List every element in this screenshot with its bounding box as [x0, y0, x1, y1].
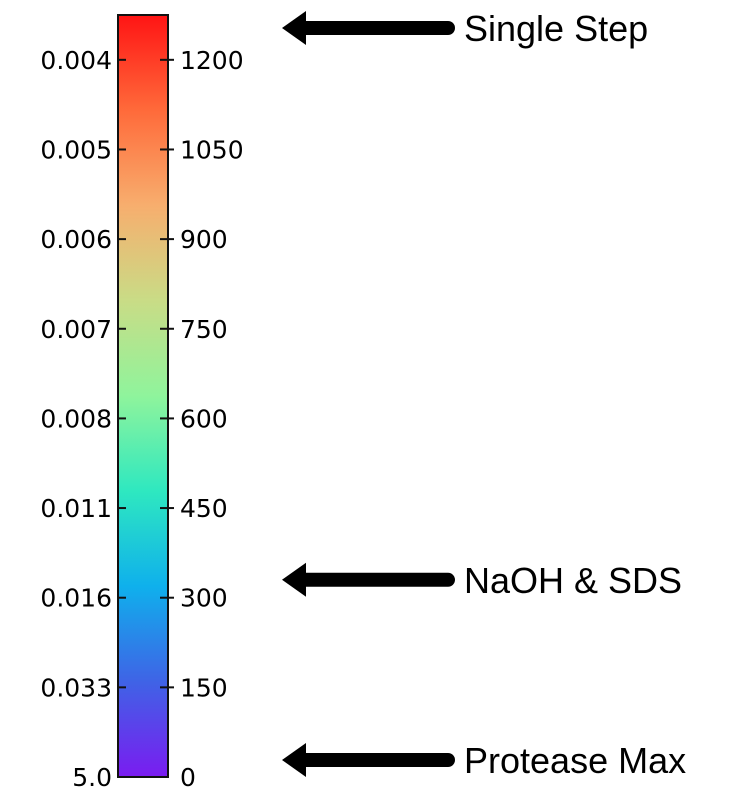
left-tick-label: 0.011 — [40, 494, 112, 523]
left-arrow-icon — [282, 562, 455, 597]
right-tick-label: 150 — [180, 673, 228, 702]
left-tick-label: 0.016 — [40, 584, 112, 613]
right-tick-label: 900 — [180, 225, 228, 254]
annotation-label: NaOH & SDS — [464, 560, 682, 601]
left-tick-label: 0.004 — [40, 46, 112, 75]
right-tick-label: 0 — [180, 763, 196, 790]
left-tick-label: 0.006 — [40, 225, 112, 254]
right-tick-label: 450 — [180, 494, 228, 523]
annotation-label: Protease Max — [464, 740, 686, 781]
annotation-label: Single Step — [464, 8, 648, 49]
right-tick-label: 1050 — [180, 135, 244, 164]
left-tick-label: 0.007 — [40, 315, 112, 344]
left-arrow-icon — [282, 11, 455, 45]
right-tick-label: 750 — [180, 315, 228, 344]
right-tick-label: 1200 — [180, 46, 244, 75]
colorbar-frame — [117, 14, 169, 778]
left-tick-label: 0.033 — [40, 673, 112, 702]
right-tick-labels: 0 150 300 450 600 750 900 1050 1200 — [160, 46, 244, 790]
left-tick-label: 0.008 — [40, 404, 112, 433]
left-arrow-icon — [282, 743, 455, 777]
left-tick-label: 5.0 — [72, 763, 112, 790]
right-tick-label: 300 — [180, 584, 228, 613]
colorbar — [117, 14, 169, 778]
annotations: Single Step NaOH & SDS Protease Max — [282, 8, 686, 781]
left-tick-labels: 5.0 0.033 0.016 0.011 0.008 0.007 0.006 0.005 0.… — [40, 46, 126, 790]
colorbar-gradient — [118, 15, 168, 777]
left-tick-label: 0.005 — [40, 135, 112, 164]
right-tick-label: 600 — [180, 404, 228, 433]
